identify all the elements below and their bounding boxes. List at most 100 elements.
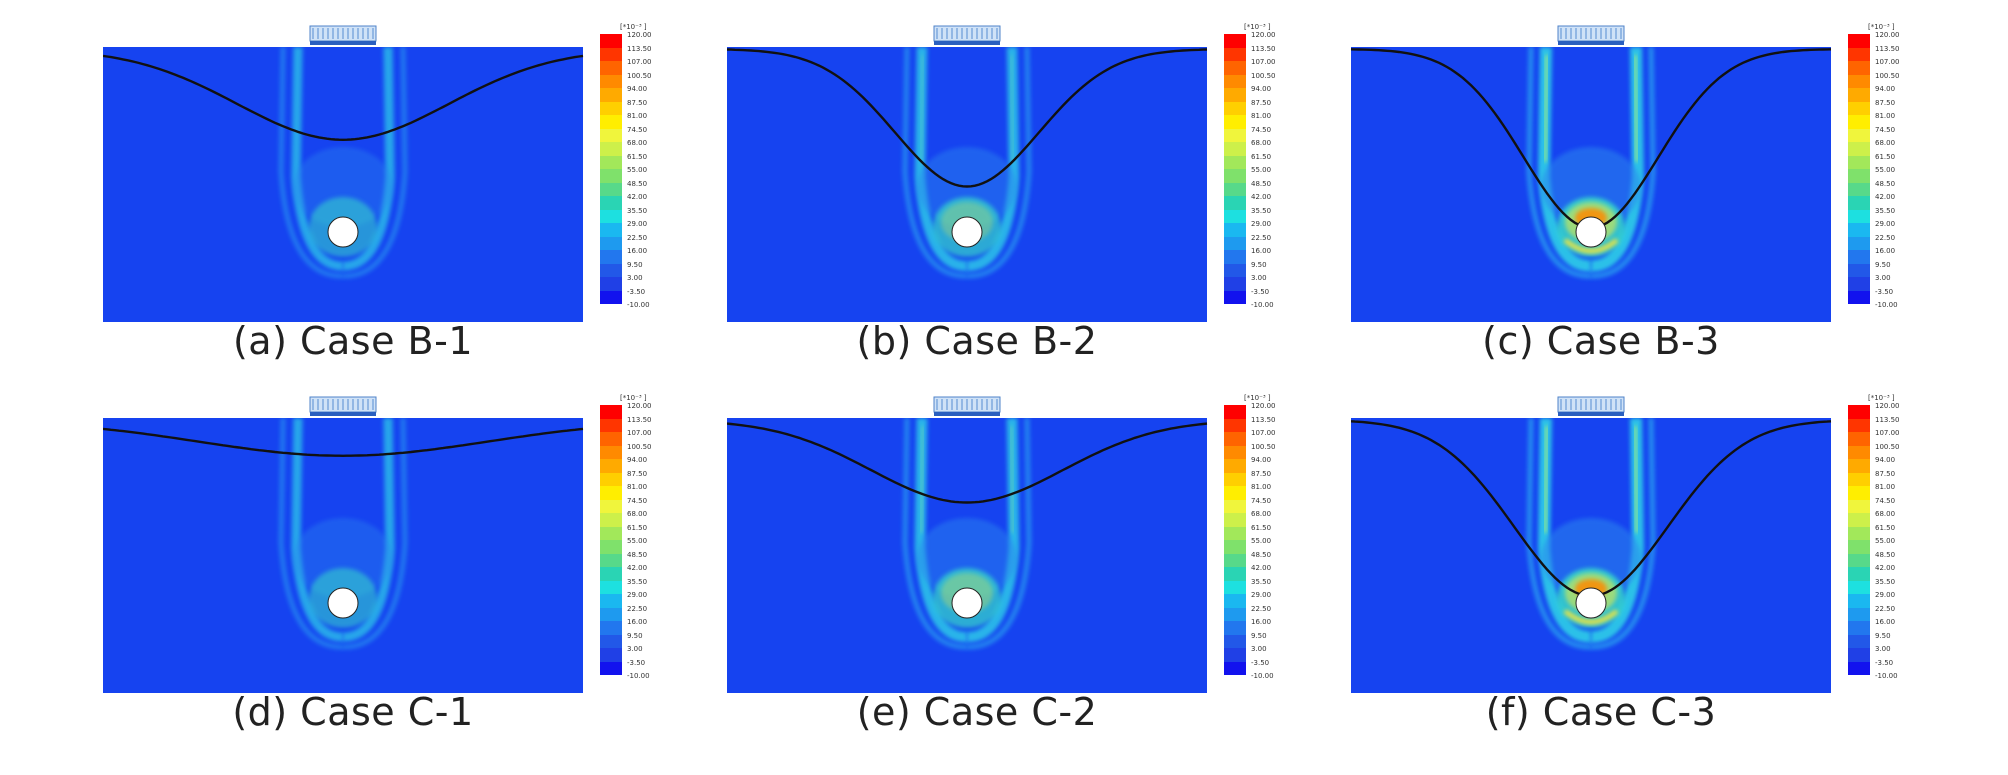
legend-swatch bbox=[1848, 223, 1870, 237]
legend-tick-label: 9.50 bbox=[1875, 631, 1891, 640]
legend-tick-label: 16.00 bbox=[1875, 247, 1896, 255]
legend-colorbar bbox=[1848, 34, 1870, 304]
legend-swatch bbox=[1224, 115, 1246, 129]
legend-tick-label: 120.00 bbox=[1875, 31, 1900, 39]
legend-swatch bbox=[1848, 236, 1870, 250]
legend-swatch bbox=[600, 634, 622, 648]
legend-swatch bbox=[1848, 61, 1870, 75]
legend-swatch bbox=[1224, 61, 1246, 75]
legend-swatch bbox=[1848, 445, 1870, 459]
legend-swatch bbox=[600, 88, 622, 102]
legend-swatch bbox=[600, 223, 622, 237]
color-legend: [*10⁻³ ] 120.00 113.50 107.00 100.50 94.00 87.… bbox=[600, 393, 660, 713]
legend-swatch bbox=[600, 277, 622, 291]
legend-tick-label: 16.00 bbox=[627, 618, 648, 626]
legend-swatch bbox=[1848, 472, 1870, 486]
legend-colorbar bbox=[1224, 405, 1246, 675]
legend-tick-label: 81.00 bbox=[1251, 112, 1272, 120]
legend-swatch bbox=[600, 553, 622, 567]
legend-swatch bbox=[1224, 74, 1246, 88]
settlement-trough-line bbox=[103, 54, 584, 142]
legend-swatch bbox=[1848, 101, 1870, 115]
legend-tick-label: 22.50 bbox=[1875, 604, 1896, 613]
settlement-trough-line bbox=[727, 422, 1208, 504]
legend-swatch bbox=[1224, 634, 1246, 648]
legend-tick-label: 68.00 bbox=[1251, 510, 1272, 518]
legend-tick-label: 107.00 bbox=[627, 429, 652, 437]
legend-swatch bbox=[1224, 567, 1246, 581]
legend-swatch bbox=[1848, 567, 1870, 581]
legend-tick-label: -10.00 bbox=[1251, 672, 1274, 680]
legend-swatch bbox=[1848, 250, 1870, 264]
legend-swatch bbox=[600, 486, 622, 500]
tunnel-opening bbox=[951, 587, 983, 619]
legend-swatch bbox=[1224, 621, 1246, 635]
legend-swatch bbox=[1848, 277, 1870, 291]
legend-swatch bbox=[1224, 553, 1246, 567]
legend-swatch bbox=[1848, 88, 1870, 102]
legend-swatch bbox=[1224, 223, 1246, 237]
legend-tick-label: 3.00 bbox=[1251, 645, 1267, 653]
panel-caption: (f) Case C-3 bbox=[1485, 690, 1717, 734]
legend-swatch bbox=[1848, 405, 1870, 419]
legend-swatch bbox=[1848, 34, 1870, 48]
legend-tick-label: 22.50 bbox=[627, 604, 648, 613]
legend-tick-label: 42.00 bbox=[1251, 193, 1272, 201]
legend-tick-label: 48.50 bbox=[627, 550, 648, 559]
panel-case-b3: (c) Case B-3 [*10⁻³ ] 120.00 113.50 107.00 1… bbox=[1351, 22, 1991, 392]
legend-tick-label: 81.00 bbox=[1875, 112, 1896, 120]
legend-swatch bbox=[1848, 155, 1870, 169]
panel-caption: (c) Case B-3 bbox=[1482, 319, 1720, 363]
legend-swatch bbox=[1224, 432, 1246, 446]
legend-swatch bbox=[1224, 290, 1246, 304]
legend-swatch bbox=[600, 209, 622, 223]
legend-tick-label: -10.00 bbox=[627, 672, 650, 680]
legend-swatch bbox=[1848, 648, 1870, 662]
legend-tick-label: 3.00 bbox=[1875, 645, 1891, 653]
legend-tick-label: 35.50 bbox=[1875, 206, 1896, 215]
legend-swatch bbox=[600, 526, 622, 540]
legend-swatch bbox=[1848, 553, 1870, 567]
legend-tick-label: 100.50 bbox=[1251, 442, 1276, 451]
panel-case-c3: (f) Case C-3 [*10⁻³ ] 120.00 113.50 107.00 1… bbox=[1351, 393, 1991, 763]
legend-swatch bbox=[600, 290, 622, 304]
legend-swatch bbox=[1848, 142, 1870, 156]
legend-swatch bbox=[600, 169, 622, 183]
legend-tick-label: 113.50 bbox=[627, 44, 652, 53]
legend-swatch bbox=[600, 47, 622, 61]
legend-swatch bbox=[1224, 661, 1246, 675]
legend-tick-label: 22.50 bbox=[627, 233, 648, 242]
legend-swatch bbox=[1224, 169, 1246, 183]
legend-swatch bbox=[1848, 661, 1870, 675]
legend-tick-label: 55.00 bbox=[627, 537, 648, 545]
legend-swatch bbox=[600, 513, 622, 527]
legend-tick-label: 55.00 bbox=[1875, 166, 1896, 174]
legend-tick-label: -10.00 bbox=[1875, 301, 1898, 309]
legend-tick-label: 120.00 bbox=[1251, 31, 1276, 39]
legend-tick-label: 61.50 bbox=[627, 152, 648, 161]
legend-swatch bbox=[1848, 513, 1870, 527]
legend-swatch bbox=[1848, 459, 1870, 473]
footing-load bbox=[1557, 396, 1625, 416]
strain-contour-plot bbox=[103, 25, 584, 322]
legend-tick-label: 113.50 bbox=[1875, 44, 1900, 53]
legend-swatch bbox=[600, 34, 622, 48]
strain-contour-plot bbox=[1351, 25, 1832, 322]
legend-swatch bbox=[1848, 47, 1870, 61]
legend-tick-label: 35.50 bbox=[627, 206, 648, 215]
legend-tick-label: 29.00 bbox=[1251, 220, 1272, 228]
strain-contour-plot bbox=[727, 396, 1208, 693]
legend-tick-label: 16.00 bbox=[1251, 247, 1272, 255]
legend-swatch bbox=[1224, 594, 1246, 608]
legend-swatch bbox=[1224, 277, 1246, 291]
legend-tick-label: 107.00 bbox=[627, 58, 652, 66]
legend-swatch bbox=[1848, 499, 1870, 513]
legend-unit: [*10⁻³ ] bbox=[620, 23, 647, 31]
legend-swatch bbox=[600, 196, 622, 210]
legend-tick-label: 120.00 bbox=[627, 402, 652, 410]
strain-contour-plot bbox=[727, 25, 1208, 322]
legend-tick-label: 81.00 bbox=[1875, 483, 1896, 491]
footing-load bbox=[933, 396, 1001, 416]
legend-tick-label: 107.00 bbox=[1875, 58, 1900, 66]
legend-unit: [*10⁻³ ] bbox=[1868, 23, 1895, 31]
